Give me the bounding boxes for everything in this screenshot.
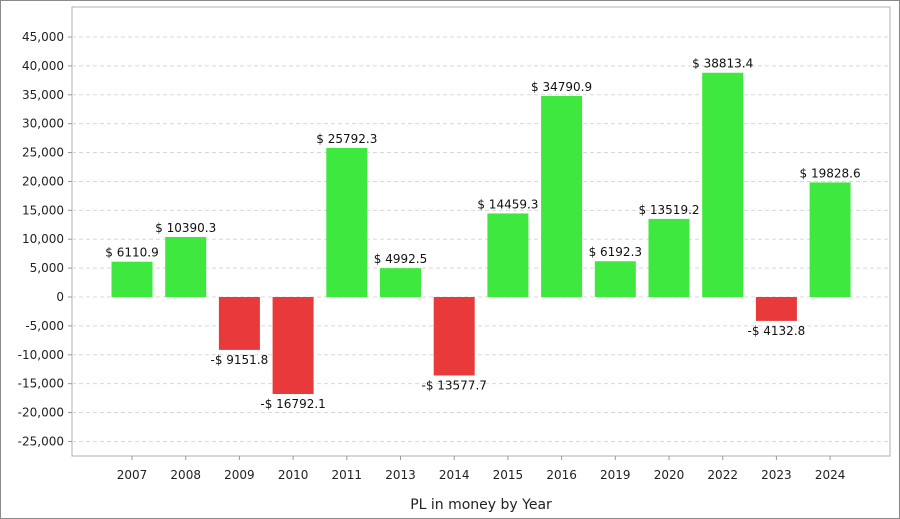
x-tick-label: 2023 (761, 468, 792, 482)
bar (111, 261, 153, 297)
data-label: $ 38813.4 (692, 57, 753, 71)
x-tick-label: 2019 (600, 468, 631, 482)
data-label: $ 10390.3 (155, 221, 216, 235)
y-tick-label: 0 (56, 290, 64, 304)
y-tick-label: 15,000 (22, 203, 64, 217)
x-tick-label: 2011 (332, 468, 363, 482)
plot-area (71, 6, 891, 457)
x-tick-label: 2010 (278, 468, 309, 482)
bar (218, 297, 260, 350)
y-tick-label: -10,000 (18, 348, 64, 362)
y-tick-label: 30,000 (22, 117, 64, 131)
x-tick-label: 2022 (707, 468, 738, 482)
bar (809, 182, 851, 297)
bar (648, 218, 690, 297)
x-tick-label: 2015 (493, 468, 524, 482)
y-tick-label: 10,000 (22, 232, 64, 246)
bar (487, 213, 529, 297)
y-tick-label: 25,000 (22, 146, 64, 160)
bar (272, 297, 314, 395)
y-tick-label: -5,000 (25, 319, 64, 333)
data-label: $ 4992.5 (374, 252, 427, 266)
data-label: -$ 13577.7 (421, 378, 486, 392)
x-axis-title: PL in money by Year (410, 497, 552, 513)
x-tick-label: 2020 (654, 468, 685, 482)
y-tick-label: -20,000 (18, 406, 64, 420)
bar (326, 147, 368, 297)
data-label: $ 19828.6 (800, 166, 861, 180)
x-tick-label: 2024 (815, 468, 846, 482)
bars: $ 6110.9 $ 10390.3 -$ 9151.8 -$ 16792.1 $ 25… (105, 57, 860, 411)
y-tick-label: 20,000 (22, 174, 64, 188)
bar (541, 95, 583, 298)
y-tick-label: 45,000 (22, 30, 64, 44)
bar (702, 72, 744, 297)
x-tick-label: 2008 (170, 468, 201, 482)
y-tick-label: 40,000 (22, 59, 64, 73)
data-label: $ 6192.3 (589, 245, 642, 259)
x-axis-ticks: 2007 2008 2009 2010 2011 2013 2014 2015 2016 2019… (117, 456, 846, 482)
data-label: $ 6110.9 (105, 246, 158, 260)
x-tick-label: 2013 (385, 468, 416, 482)
bar (594, 261, 636, 297)
y-tick-label: 35,000 (22, 88, 64, 102)
data-label: -$ 16792.1 (260, 397, 325, 411)
y-tick-label: 5,000 (30, 261, 64, 275)
data-label: $ 34790.9 (531, 80, 592, 94)
data-label: $ 13519.2 (638, 203, 699, 217)
data-label: -$ 4132.8 (748, 324, 806, 338)
bar (755, 297, 797, 321)
y-axis-ticks: 45,000 40,000 35,000 30,000 25,000 20,000 15,0… (18, 30, 72, 448)
x-tick-label: 2009 (224, 468, 255, 482)
x-tick-label: 2007 (117, 468, 148, 482)
bar (433, 297, 475, 376)
grid-lines (72, 36, 890, 442)
bar (165, 236, 207, 297)
data-label: $ 25792.3 (316, 132, 377, 146)
data-label: $ 14459.3 (477, 197, 538, 211)
y-tick-label: -15,000 (18, 377, 64, 391)
x-tick-label: 2016 (546, 468, 577, 482)
data-label: -$ 9151.8 (211, 353, 269, 367)
x-tick-label: 2014 (439, 468, 470, 482)
y-tick-label: -25,000 (18, 434, 64, 448)
bar (380, 268, 421, 297)
